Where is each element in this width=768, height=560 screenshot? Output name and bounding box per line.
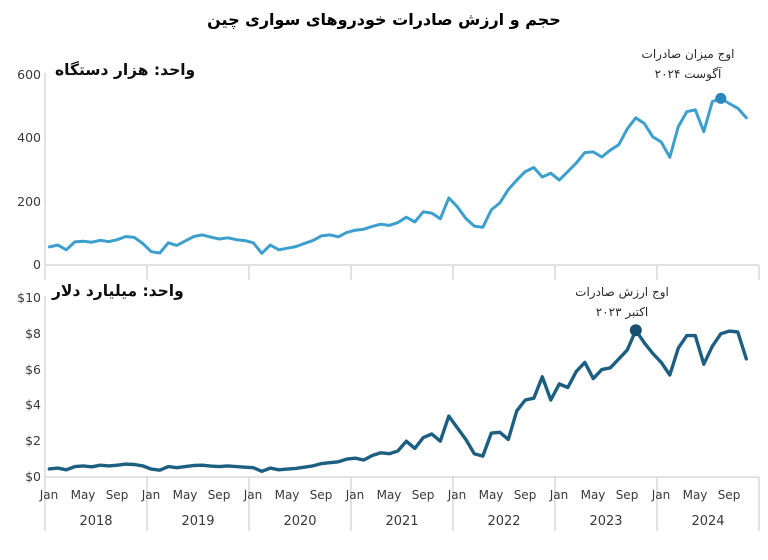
y-axis-tick-label: $2 bbox=[25, 433, 41, 448]
x-axis-month-label: Sep bbox=[717, 488, 741, 502]
x-axis-month-label: Sep bbox=[513, 488, 537, 502]
volume-peak-annotation-line1: اوج میزان صادرات bbox=[641, 47, 735, 61]
y-axis-tick-label: 0 bbox=[33, 257, 41, 272]
x-axis-month-label: May bbox=[580, 488, 606, 502]
y-axis-tick-label: $8 bbox=[25, 326, 41, 341]
value-peak-annotation-line2: اکتبر ۲۰۲۳ bbox=[595, 304, 649, 319]
volume-peak-annotation: اوج میزان صادرات آگوست ۲۰۲۴ bbox=[618, 45, 758, 85]
x-axis-month-label: Jan bbox=[243, 488, 263, 502]
x-axis-month-label: Jan bbox=[345, 488, 365, 502]
volume-unit-label: واحد: هزار دستگاه bbox=[55, 61, 196, 79]
volume-peak-annotation-line2: آگوست ۲۰۲۴ bbox=[654, 66, 722, 81]
x-axis-month-label: May bbox=[376, 488, 402, 502]
x-axis-month-label: Sep bbox=[411, 488, 435, 502]
x-axis-month-label: May bbox=[682, 488, 708, 502]
y-axis-tick-label: $10 bbox=[17, 290, 41, 305]
y-axis-tick-label: 600 bbox=[17, 67, 41, 82]
x-axis-year-label: 2024 bbox=[691, 514, 725, 529]
x-axis-month-label: Jan bbox=[651, 488, 671, 502]
x-axis-month-label: Sep bbox=[309, 488, 333, 502]
y-axis-tick-label: $4 bbox=[25, 397, 41, 412]
x-axis-year-label: 2021 bbox=[385, 514, 419, 529]
x-axis-month-label: Jan bbox=[39, 488, 59, 502]
y-axis-tick-label: $0 bbox=[25, 469, 41, 484]
value-unit-label: واحد: میلیارد دلار bbox=[52, 282, 184, 300]
y-axis-tick-label: 400 bbox=[17, 130, 41, 145]
x-axis-month-label: May bbox=[70, 488, 96, 502]
chart-title: حجم و ارزش صادرات خودروهای سواری چین bbox=[207, 10, 561, 29]
x-axis-year-label: 2019 bbox=[181, 514, 215, 529]
x-axis-month-label: May bbox=[172, 488, 198, 502]
x-axis-month-label: Sep bbox=[615, 488, 639, 502]
x-axis-month-label: Sep bbox=[207, 488, 231, 502]
x-axis-month-label: May bbox=[478, 488, 504, 502]
x-axis-month-label: Jan bbox=[447, 488, 467, 502]
x-axis-month-label: Jan bbox=[549, 488, 569, 502]
x-axis-year-label: 2023 bbox=[589, 514, 623, 529]
x-axis-month-label: Sep bbox=[105, 488, 129, 502]
x-axis-year-label: 2020 bbox=[283, 514, 317, 529]
value-peak-annotation: اوج ارزش صادرات اکتبر ۲۰۲۳ bbox=[552, 283, 692, 323]
x-axis-month-label: Jan bbox=[141, 488, 161, 502]
x-axis-year-label: 2018 bbox=[79, 514, 113, 529]
value-peak-annotation-line1: اوج ارزش صادرات bbox=[575, 285, 669, 299]
y-axis-tick-label: 200 bbox=[17, 194, 41, 209]
x-axis-year-label: 2022 bbox=[487, 514, 521, 529]
x-axis-month-label: May bbox=[274, 488, 300, 502]
y-axis-tick-label: $6 bbox=[25, 362, 41, 377]
